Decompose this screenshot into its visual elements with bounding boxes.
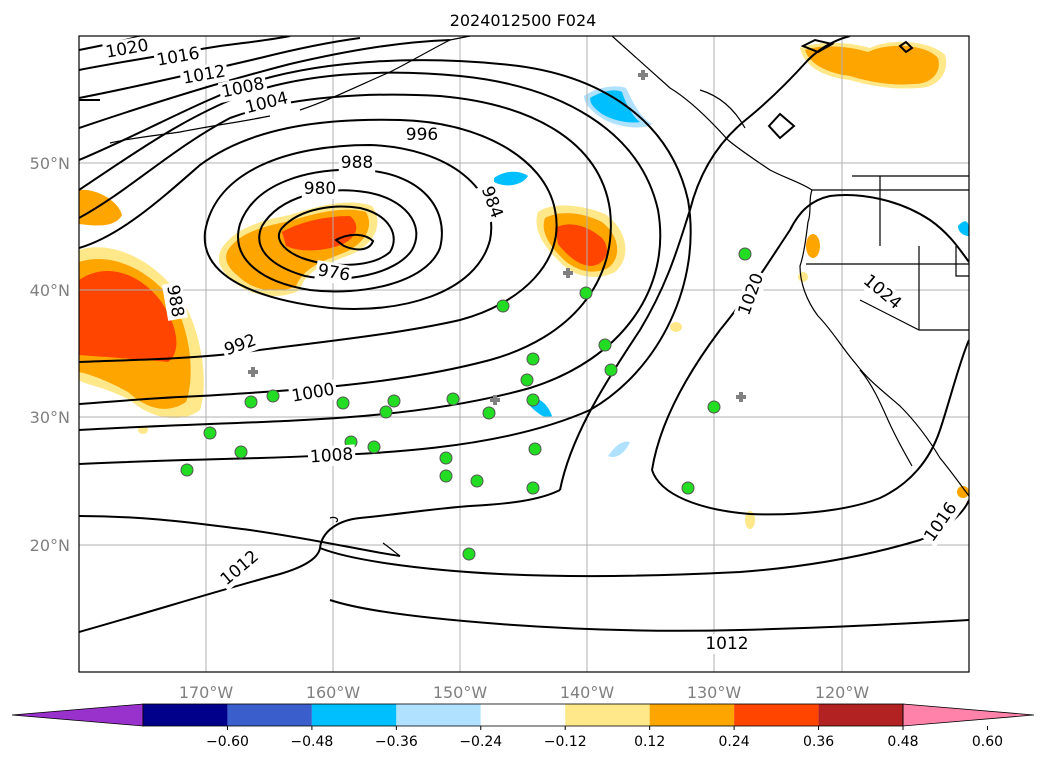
contour-label: 1008 [309, 445, 354, 468]
longitude-tick-labels: 170°W 160°W 150°W 140°W 130°W 120°W [179, 683, 870, 702]
contour-label-halo [153, 43, 204, 72]
colorbar-tick-label: 0.60 [972, 734, 1003, 750]
contour-label: 996 [406, 125, 438, 145]
station-dot [234, 445, 248, 459]
contour-label-halo [217, 73, 269, 103]
lat-tick-label: 50°N [30, 154, 70, 173]
station-dot [266, 389, 280, 403]
colorbar-tick-label: −0.48 [290, 734, 333, 750]
station-dot [470, 474, 484, 488]
contour-label-halo [241, 87, 293, 119]
station-dot [707, 400, 721, 414]
station-dot [526, 393, 540, 407]
gridlines [79, 36, 969, 672]
contour-label: 988 [341, 153, 373, 173]
station-dot [482, 406, 496, 420]
anomaly-shading [79, 41, 969, 529]
station-dot [738, 247, 752, 261]
station-dot [367, 440, 381, 454]
station-dot [439, 469, 453, 483]
contour-label-halo [857, 269, 907, 316]
colorbar: −0.60 −0.48 −0.36 −0.24 −0.12 0.12 0.24 0.36 0.4… [11, 703, 1035, 750]
contour-label: 980 [304, 179, 336, 199]
station-dot [496, 299, 510, 313]
lon-tick-label: 160°W [306, 683, 361, 702]
station-cross [490, 395, 500, 405]
station-dot [579, 286, 593, 300]
colorbar-segment [649, 704, 735, 726]
contour-label-halo [102, 36, 153, 64]
contour-label-halo [301, 179, 339, 199]
contour-label-halo [703, 634, 751, 654]
colorbar-segment [565, 704, 650, 726]
contour-label-halo [733, 268, 769, 320]
lon-tick-label: 120°W [815, 683, 870, 702]
station-dot [598, 338, 612, 352]
contour-label-halo [338, 153, 376, 173]
contour-label-halo [314, 260, 354, 287]
station-dot [446, 392, 460, 406]
lat-tick-label: 30°N [30, 408, 70, 427]
colorbar-tick-label: 0.36 [803, 734, 834, 750]
contour-label-halo [919, 497, 963, 548]
contour-label-halo [476, 181, 508, 223]
contour-label-halo [307, 444, 356, 468]
colorbar-segment [734, 704, 819, 726]
lon-tick-label: 150°W [433, 683, 488, 702]
colorbar-segment [818, 704, 903, 726]
colorbar-tick-label: −0.60 [206, 734, 249, 750]
station-cross [563, 268, 573, 278]
station-cross [248, 367, 258, 377]
map-plot-area: 1020 1016 1012 1008 1004 996 988 980 984… [78, 35, 970, 673]
lon-tick-label: 130°W [687, 683, 742, 702]
contour-label-halo [288, 379, 339, 408]
station-cross [736, 392, 746, 402]
colorbar-segment [480, 704, 566, 726]
contour-label-halo [161, 281, 188, 321]
station-dot [379, 405, 393, 419]
map-frame [78, 35, 970, 673]
station-dot [604, 363, 618, 377]
contour-label-halo [403, 125, 441, 145]
contour-label-halo [219, 329, 261, 361]
station-dot [439, 451, 453, 465]
lon-tick-label: 140°W [560, 683, 615, 702]
station-dot [520, 373, 534, 387]
contour-label-halo [215, 545, 265, 592]
colorbar-segment [143, 704, 228, 726]
station-dot [244, 395, 258, 409]
contour-label: 1012 [705, 634, 748, 654]
map-background [79, 36, 969, 672]
colorbar-segment [311, 704, 397, 726]
colorbar-tick-label: −0.36 [375, 734, 418, 750]
colorbar-tick-label: −0.12 [544, 734, 587, 750]
lat-tick-label: 20°N [30, 536, 70, 555]
colorbar-extend-max [902, 703, 1035, 727]
station-dot [526, 352, 540, 366]
station-dot [681, 481, 695, 495]
colorbar-segment [396, 704, 481, 726]
map-title: 2024012500 F024 [450, 11, 597, 30]
lon-tick-label: 170°W [179, 683, 234, 702]
colorbar-segment [227, 704, 312, 726]
station-dot [387, 394, 401, 408]
station-dot [528, 442, 542, 456]
station-dot [462, 547, 476, 561]
station-dot [336, 396, 350, 410]
station-dot [526, 481, 540, 495]
colorbar-tick-label: 0.24 [719, 734, 750, 750]
latitude-tick-labels: 50°N 40°N 30°N 20°N [30, 154, 70, 555]
colorbar-tick-label: 0.12 [634, 734, 665, 750]
station-markers [180, 70, 752, 561]
lat-tick-label: 40°N [30, 281, 70, 300]
colorbar-tick-label: 0.48 [887, 734, 918, 750]
station-dot [203, 426, 217, 440]
station-dot [180, 463, 194, 477]
station-cross [638, 70, 648, 80]
colorbar-extend-min [11, 703, 144, 727]
colorbar-outline [142, 703, 904, 727]
colorbar-tick-label: −0.24 [459, 734, 502, 750]
contour-label-halo [179, 61, 230, 90]
